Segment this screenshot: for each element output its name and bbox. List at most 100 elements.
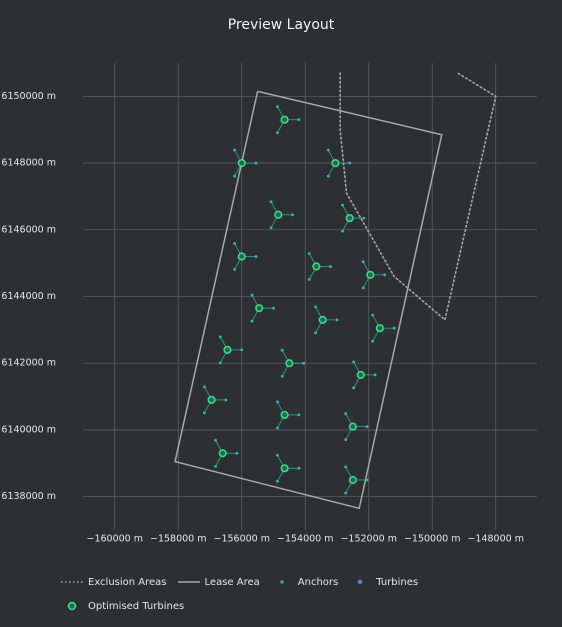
anchor-marker: [326, 174, 330, 178]
x-tick-label: −148000 m: [467, 533, 524, 544]
anchor-marker: [335, 318, 339, 322]
x-axis-ticks: −160000 m −158000 m −156000 m −154000 m −152…: [86, 533, 523, 544]
legend-label-turbines: Turbines: [376, 576, 419, 588]
anchor-marker: [297, 466, 301, 470]
x-tick-label: −152000 m: [340, 533, 397, 544]
anchor-marker: [344, 438, 348, 442]
legend-item-anchors[interactable]: Anchors: [270, 576, 338, 588]
legend-label-lease: Lease Area: [204, 576, 260, 588]
anchor-dot-icon: [280, 580, 284, 584]
anchor-marker: [307, 278, 311, 281]
anchor-marker: [276, 453, 279, 457]
anchor-marker: [214, 464, 217, 468]
anchor-marker: [235, 451, 239, 455]
y-tick-label: 6144000 m: [1, 291, 56, 302]
anchor-marker: [371, 339, 375, 343]
optimised-turbine-marker: [348, 475, 357, 485]
anchor-marker: [218, 335, 222, 339]
anchor-marker: [272, 306, 275, 310]
anchor-marker: [344, 465, 348, 469]
optimised-turbine-marker: [237, 252, 246, 261]
y-tick-label: 6142000 m: [1, 358, 56, 369]
exclusion-areas-layer: [339, 72, 497, 322]
anchor-marker: [203, 385, 206, 389]
anchor-marker: [314, 331, 317, 335]
anchor-marker: [361, 260, 365, 264]
anchor-marker: [276, 479, 279, 483]
legend-row-1: Exclusion Areas Lease Area Anchors Turbi…: [60, 575, 550, 589]
anchor-marker: [371, 313, 375, 317]
anchor-marker: [392, 326, 396, 330]
legend-item-optimised[interactable]: Optimised Turbines: [60, 600, 184, 612]
anchor-marker: [302, 361, 306, 365]
anchor-marker: [276, 426, 279, 430]
anchor-marker: [269, 200, 273, 204]
anchor-marker: [314, 305, 317, 309]
legend-label-anchors: Anchors: [297, 576, 339, 588]
anchor-marker: [233, 148, 236, 152]
anchor-marker: [203, 411, 206, 415]
mooring-lines-layer: [204, 106, 395, 494]
optimised-turbine-marker: [280, 115, 289, 124]
anchor-marker: [240, 348, 244, 352]
anchor-marker: [291, 213, 294, 217]
anchor-marker: [224, 398, 228, 402]
anchor-marker: [307, 252, 311, 255]
anchor-marker: [365, 425, 369, 428]
anchor-marker: [341, 229, 344, 233]
optimised-turbine-marker: [280, 410, 289, 420]
solid-line-icon: [177, 581, 200, 583]
optimised-turbine-marker: [237, 158, 246, 168]
optimised-turbine-marker: [280, 464, 289, 473]
anchor-marker: [297, 413, 301, 417]
y-tick-label: 6138000 m: [1, 491, 56, 502]
anchor-marker: [280, 374, 284, 378]
lease-area-boundary: [174, 90, 443, 510]
anchor-marker: [348, 161, 352, 165]
optimised-turbine-marker: [375, 324, 384, 333]
ring-icon: [67, 601, 77, 611]
anchor-marker: [214, 438, 217, 442]
y-tick-label: 6150000 m: [1, 91, 56, 102]
anchor-marker: [341, 203, 344, 207]
optimised-turbine-marker: [223, 345, 232, 354]
turbine-dot-icon: [358, 579, 363, 585]
anchor-marker: [233, 268, 236, 271]
turbines-layer: [207, 115, 384, 485]
legend-item-exclusion[interactable]: Exclusion Areas: [60, 576, 167, 588]
anchor-marker: [250, 293, 254, 297]
anchor-marker: [254, 255, 258, 258]
plot-area[interactable]: −160000 m −158000 m −156000 m −154000 m −152…: [0, 0, 562, 560]
optimised-turbine-marker: [255, 304, 264, 313]
x-tick-label: −150000 m: [404, 533, 461, 544]
anchor-marker: [326, 148, 330, 152]
legend-item-turbines[interactable]: Turbines: [348, 576, 418, 588]
anchor-marker: [362, 216, 366, 220]
optimised-turbine-marker: [207, 395, 216, 405]
anchor-marker: [297, 118, 301, 122]
anchor-marker: [218, 361, 222, 365]
dotted-line-icon: [61, 581, 83, 583]
optimised-turbine-marker: [348, 422, 357, 431]
anchor-marker: [254, 161, 258, 165]
optimised-turbine-marker: [285, 359, 294, 368]
anchor-marker: [383, 273, 387, 277]
optimised-turbine-marker: [218, 449, 227, 458]
x-tick-label: −160000 m: [86, 533, 143, 544]
anchor-marker: [276, 131, 279, 135]
anchors-layer: [203, 105, 396, 495]
y-axis-ticks: 6138000 m 6140000 m 6142000 m 6144000 m 6146…: [1, 91, 56, 502]
legend-item-lease[interactable]: Lease Area: [177, 576, 260, 588]
legend-row-2: Optimised Turbines: [60, 599, 550, 613]
optimised-turbine-marker: [345, 214, 354, 223]
anchor-marker: [373, 373, 377, 377]
chart-title: Preview Layout: [227, 17, 335, 33]
optimised-turbine-marker: [318, 315, 327, 324]
anchor-marker: [276, 105, 279, 109]
anchor-marker: [344, 491, 348, 495]
lease-area-layer: [174, 90, 443, 510]
anchor-marker: [250, 319, 254, 323]
optimised-turbine-marker: [274, 210, 283, 219]
y-tick-label: 6146000 m: [1, 224, 56, 235]
